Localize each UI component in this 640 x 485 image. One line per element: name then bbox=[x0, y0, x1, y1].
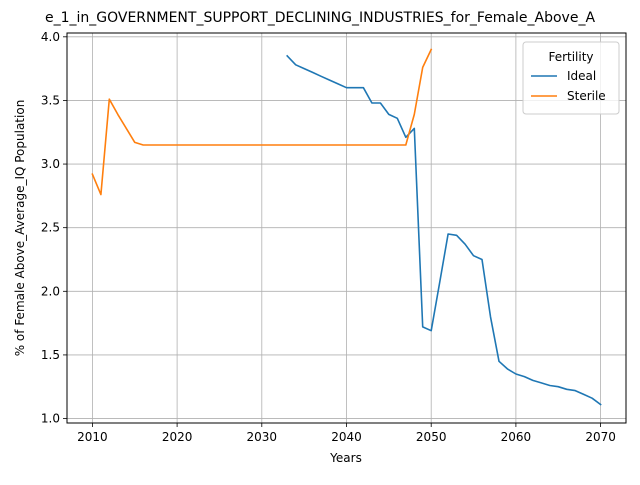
x-tick-label: 2070 bbox=[585, 430, 616, 444]
y-tick-label: 1.5 bbox=[41, 348, 60, 362]
legend-title: Fertility bbox=[548, 50, 593, 64]
x-tick-label: 2060 bbox=[501, 430, 532, 444]
series-line-sterile bbox=[91, 48, 433, 196]
x-axis-label: Years bbox=[329, 451, 362, 465]
y-tick-label: 1.0 bbox=[41, 412, 60, 426]
y-tick-label: 2.5 bbox=[41, 221, 60, 235]
series-line-ideal bbox=[286, 54, 602, 406]
chart-title: e_1_in_GOVERNMENT_SUPPORT_DECLINING_INDU… bbox=[45, 10, 595, 26]
legend-entries: Ideal Sterile bbox=[531, 69, 606, 103]
legend-label-sterile: Sterile bbox=[567, 89, 606, 103]
y-tick-label: 3.0 bbox=[41, 157, 60, 171]
y-tick-label: 4.0 bbox=[41, 30, 60, 44]
x-tick-label: 2030 bbox=[247, 430, 278, 444]
y-tick-label: 3.5 bbox=[41, 93, 60, 107]
legend-label-ideal: Ideal bbox=[567, 69, 596, 83]
x-tick-label: 2020 bbox=[162, 430, 193, 444]
series-lines bbox=[91, 48, 602, 406]
y-axis-label: % of Female Above_Average_IQ Population bbox=[13, 100, 27, 357]
legend: Fertility Ideal Sterile bbox=[522, 41, 620, 115]
x-tick-label: 2050 bbox=[416, 430, 447, 444]
axis-ticks: 2010 2020 2030 2040 2050 2060 2070 1.0 1.5 2.0 2.5… bbox=[41, 30, 616, 444]
y-tick-label: 2.0 bbox=[41, 284, 60, 298]
grid bbox=[67, 33, 626, 423]
x-tick-label: 2010 bbox=[77, 430, 108, 444]
x-tick-label: 2040 bbox=[331, 430, 362, 444]
